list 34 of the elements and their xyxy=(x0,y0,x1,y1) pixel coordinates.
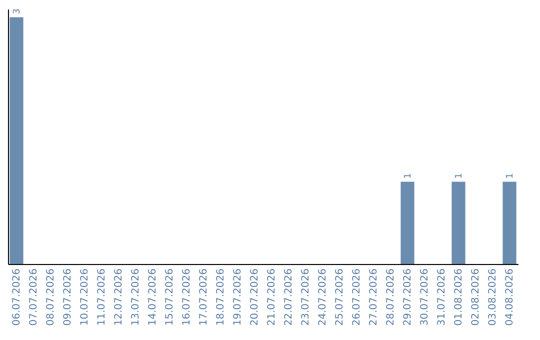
x-tick-label: 06.07.2026 xyxy=(12,268,22,326)
x-tick-label: 07.07.2026 xyxy=(28,268,40,326)
x-tick-label: 24.07.2026 xyxy=(318,268,328,326)
x-tick-label: 21.07.2026 xyxy=(266,268,278,326)
x-tick-label: 31.07.2026 xyxy=(436,268,448,326)
data-label: 3 xyxy=(12,8,22,14)
x-tick-label: 02.08.2026 xyxy=(470,268,482,326)
x-tick-label: 30.07.2026 xyxy=(420,268,430,326)
x-tick-label: 15.07.2026 xyxy=(164,268,176,326)
x-tick-label: 01.08.2026 xyxy=(454,268,464,326)
x-tick-label: 04.08.2026 xyxy=(504,268,516,326)
data-label: 1 xyxy=(404,173,414,179)
x-tick-label: 16.07.2026 xyxy=(182,268,192,326)
x-tick-label: 10.07.2026 xyxy=(80,268,90,326)
data-label: 1 xyxy=(454,173,464,179)
x-tick-label: 11.07.2026 xyxy=(96,268,108,326)
x-tick-label: 12.07.2026 xyxy=(114,268,124,326)
x-tick-label: 23.07.2026 xyxy=(300,268,312,326)
x-tick-label: 26.07.2026 xyxy=(352,268,362,326)
x-tick-label: 20.07.2026 xyxy=(250,268,260,326)
x-tick-label: 18.07.2026 xyxy=(216,268,226,326)
data-label: 1 xyxy=(506,173,516,179)
x-tick-label: 22.07.2026 xyxy=(284,268,294,326)
x-tick-label: 09.07.2026 xyxy=(62,268,74,326)
x-tick-label: 29.07.2026 xyxy=(402,268,414,326)
x-tick-label: 27.07.2026 xyxy=(368,268,380,326)
x-tick-label: 25.07.2026 xyxy=(334,268,346,326)
x-tick-label: 17.07.2026 xyxy=(198,268,210,326)
x-tick-label: 13.07.2026 xyxy=(130,268,142,326)
x-tick-label: 19.07.2026 xyxy=(232,268,244,326)
x-tick-label: 08.07.2026 xyxy=(46,268,56,326)
x-tick-label: 03.08.2026 xyxy=(488,268,498,326)
x-tick-label: 14.07.2026 xyxy=(148,268,158,326)
x-tick-label: 28.07.2026 xyxy=(386,268,396,326)
